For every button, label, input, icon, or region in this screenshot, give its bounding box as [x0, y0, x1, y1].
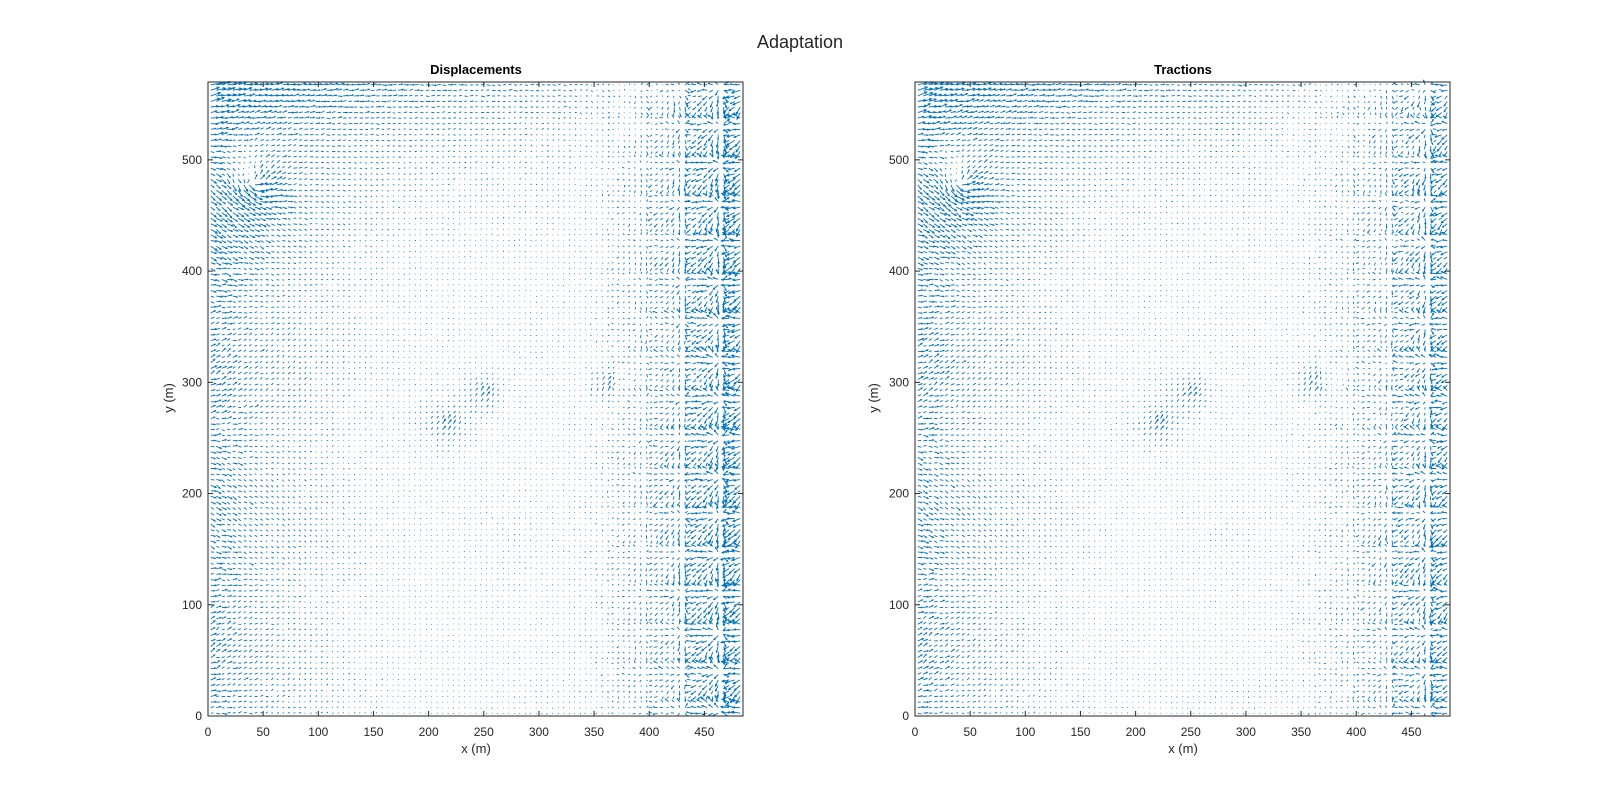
- x-tick-label: 400: [639, 725, 659, 739]
- displacements-frame: [207, 81, 744, 717]
- tractions-title: Tractions: [1154, 62, 1212, 77]
- y-tick-label: 300: [889, 375, 909, 389]
- quiver-arrow-group: [1402, 79, 1437, 718]
- quiver-arrow-group: [1377, 81, 1410, 716]
- quiver-arrow-group: [1347, 83, 1382, 715]
- x-tick-label: 200: [419, 725, 439, 739]
- quiver-arrow-group: [1429, 83, 1448, 716]
- quiver-arrow-group: [1264, 83, 1294, 715]
- quiver-arrow-group: [1033, 82, 1063, 714]
- quiver-arrow-group: [381, 83, 411, 714]
- quiver-arrow-group: [720, 83, 741, 714]
- x-tick-label: 450: [1401, 725, 1421, 739]
- displacements-xlabel: x (m): [461, 741, 491, 756]
- y-tick-label: 100: [182, 598, 202, 612]
- y-tick-label: 500: [889, 153, 909, 167]
- quiver-arrow-group: [353, 82, 384, 714]
- x-tick-label: 400: [1346, 725, 1366, 739]
- quiver-arrow-group: [1176, 83, 1207, 715]
- tractions-axes: Tractions x (m) y (m) 0 50 100 150 200 250 300…: [866, 62, 1451, 756]
- x-tick-label: 250: [1181, 725, 1201, 739]
- y-tick-label: 200: [182, 487, 202, 501]
- quiver-arrow-group: [640, 82, 675, 716]
- x-tick-label: 0: [912, 725, 919, 739]
- y-tick-label: 0: [902, 709, 909, 723]
- x-tick-label: 0: [205, 725, 212, 739]
- x-tick-label: 100: [308, 725, 328, 739]
- x-tick-label: 150: [1070, 725, 1090, 739]
- quiver-arrow-group: [1318, 83, 1350, 715]
- tractions-frame: [914, 81, 1451, 717]
- displacements-axes: Displacements x (m) y (m) 0 50 100 150 200 25…: [161, 62, 744, 756]
- x-tick-label: 300: [529, 725, 549, 739]
- quiver-arrow-group: [441, 83, 471, 715]
- displacements-ylabel: y (m): [161, 383, 176, 413]
- quiver-arrow-group: [524, 83, 560, 715]
- quiver-arrow-group: [210, 80, 243, 715]
- tractions-ticks: 0 50 100 150 200 250 300 350 400 450 0 100 200 300 400…: [889, 82, 1450, 739]
- quiver-arrow-group: [326, 82, 356, 714]
- quiver-arrow-group: [972, 82, 1004, 714]
- quiver-arrow-group: [1291, 82, 1323, 716]
- quiver-arrow-group: [265, 81, 298, 714]
- quiver-arrow-group: [584, 83, 616, 715]
- x-tick-label: 100: [1015, 725, 1035, 739]
- displacements-title: Displacements: [430, 62, 522, 77]
- x-tick-label: 50: [963, 725, 977, 739]
- quiver-arrow-group: [944, 81, 977, 715]
- quiver-arrow-group: [1203, 84, 1234, 715]
- quiver-arrow-group: [1000, 82, 1036, 714]
- quiver-arrow-group: [1060, 83, 1091, 714]
- quiver-arrow-group: [611, 83, 643, 715]
- tractions-arrows: [917, 79, 1448, 718]
- quiver-arrow-group: [1148, 83, 1178, 714]
- x-tick-label: 300: [1236, 725, 1256, 739]
- x-tick-label: 150: [363, 725, 383, 739]
- x-tick-label: 250: [474, 725, 494, 739]
- quiver-arrow-group: [496, 83, 527, 715]
- quiver-arrow-group: [917, 81, 951, 715]
- x-tick-label: 50: [256, 725, 270, 739]
- tractions-xlabel: x (m): [1168, 741, 1198, 756]
- y-tick-label: 400: [889, 264, 909, 278]
- x-tick-label: 200: [1126, 725, 1146, 739]
- tractions-ylabel: y (m): [866, 383, 881, 413]
- figure-title: Adaptation: [757, 32, 843, 52]
- x-tick-label: 350: [1291, 725, 1311, 739]
- quiver-arrow-group: [668, 81, 702, 717]
- y-tick-label: 400: [182, 264, 202, 278]
- y-tick-label: 300: [182, 375, 202, 389]
- quiver-arrow-group: [694, 81, 731, 717]
- y-tick-label: 200: [889, 487, 909, 501]
- y-tick-label: 0: [195, 709, 202, 723]
- y-tick-label: 500: [182, 153, 202, 167]
- quiver-arrow-group: [557, 83, 587, 715]
- quiver-arrow-group: [409, 83, 444, 715]
- quiver-arrow-group: [1231, 84, 1267, 715]
- displacements-arrows: [210, 80, 741, 717]
- x-tick-label: 350: [584, 725, 604, 739]
- quiver-arrow-group: [1116, 83, 1151, 715]
- displacements-ticks: 0 50 100 150 200 250 300 350 400 450 0 100 200 300 400…: [182, 82, 743, 739]
- quiver-arrow-group: [237, 81, 270, 715]
- x-tick-label: 450: [694, 725, 714, 739]
- quiver-arrow-group: [469, 83, 500, 715]
- y-tick-label: 100: [889, 598, 909, 612]
- quiver-arrow-group: [293, 82, 329, 714]
- quiver-arrow-group: [1088, 83, 1118, 714]
